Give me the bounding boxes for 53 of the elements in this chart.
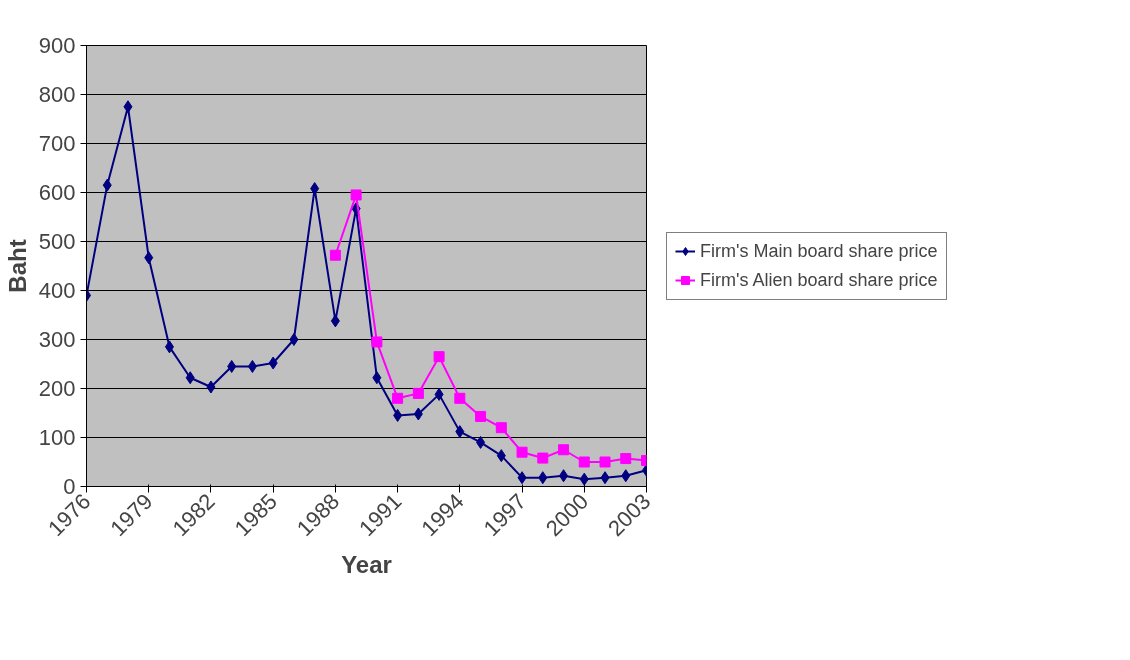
- y-tick-label: 500: [38, 229, 76, 254]
- point: [578, 456, 590, 468]
- point: [247, 359, 257, 373]
- y-tick-label: 200: [38, 376, 76, 401]
- point: [476, 435, 486, 449]
- point: [372, 371, 382, 385]
- point: [559, 469, 569, 483]
- y-tick-label: 0: [63, 474, 76, 499]
- point: [558, 444, 570, 456]
- point: [206, 380, 216, 394]
- y-tick-label: 700: [38, 131, 76, 156]
- point: [164, 340, 174, 354]
- point: [185, 371, 195, 385]
- point: [495, 422, 507, 434]
- y-tick-label: 300: [38, 327, 76, 352]
- point: [475, 410, 487, 422]
- point: [496, 449, 506, 463]
- point: [538, 471, 548, 485]
- point: [268, 356, 278, 370]
- point: [289, 333, 299, 346]
- point: [413, 407, 423, 421]
- y-tick-label: 800: [38, 82, 76, 107]
- y-tick-label: 400: [38, 278, 76, 303]
- point: [392, 392, 404, 404]
- point: [600, 471, 610, 485]
- point: [329, 249, 341, 261]
- point: [537, 452, 549, 464]
- point: [102, 178, 112, 192]
- point: [393, 408, 403, 422]
- point: [433, 351, 445, 363]
- point: [434, 387, 444, 401]
- point: [516, 446, 528, 458]
- point: [455, 425, 465, 439]
- point: [620, 453, 632, 465]
- point: [621, 469, 631, 483]
- point: [330, 314, 340, 328]
- point: [371, 336, 383, 348]
- point: [579, 472, 589, 486]
- y-tick-label: 600: [38, 180, 76, 205]
- point: [599, 456, 611, 468]
- x-axis-title: Year: [341, 550, 392, 578]
- point: [123, 100, 133, 114]
- point: [227, 359, 237, 373]
- legend-label: Firm's Alien board share price: [700, 269, 938, 291]
- y-axis-title: Baht: [3, 239, 31, 293]
- point: [412, 387, 424, 399]
- point: [144, 251, 154, 265]
- point: [517, 471, 527, 485]
- point: [350, 189, 362, 201]
- y-tick-label: 900: [38, 33, 76, 58]
- point: [454, 392, 466, 404]
- legend-label: Firm's Main board share price: [700, 240, 938, 262]
- y-tick-label: 100: [38, 425, 76, 450]
